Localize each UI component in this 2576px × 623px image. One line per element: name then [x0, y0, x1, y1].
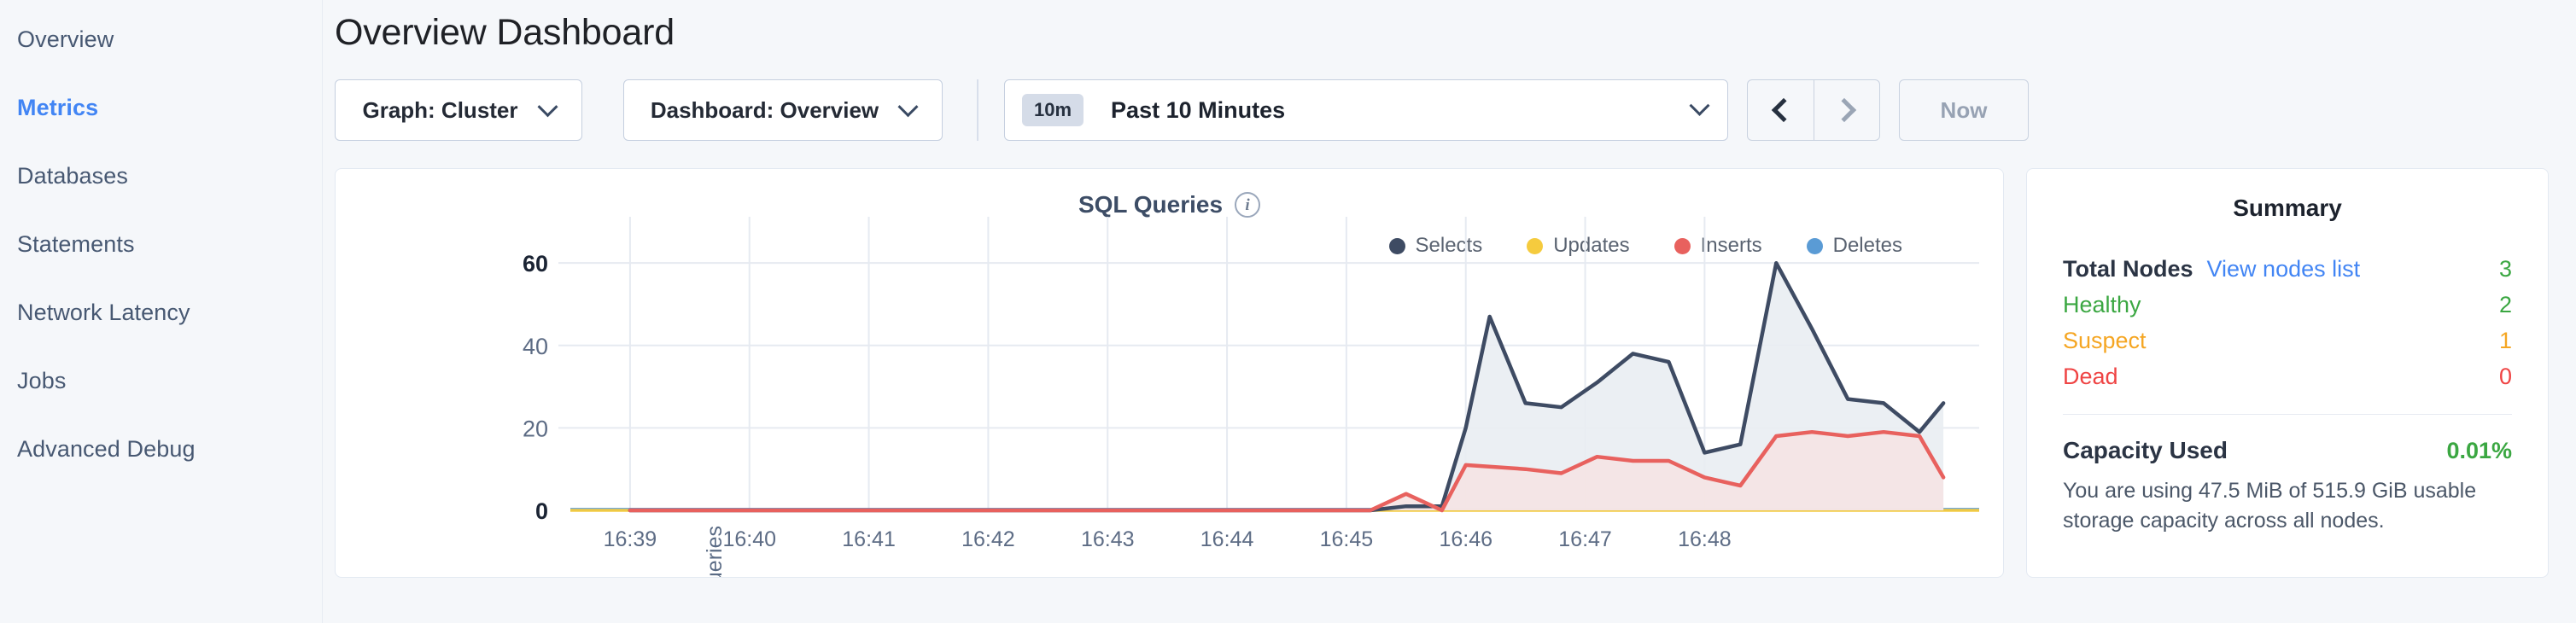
svg-text:0: 0 — [535, 498, 548, 524]
legend-color-swatch — [1388, 237, 1405, 254]
legend-item-selects[interactable]: Selects — [1388, 234, 1483, 258]
legend-color-swatch — [1674, 237, 1691, 254]
chart-title-row: SQL Queries i — [336, 191, 2003, 218]
chart-y-axis-label: queries — [703, 526, 727, 578]
time-next-button[interactable] — [1814, 79, 1880, 141]
legend-color-swatch — [1527, 237, 1544, 254]
dead-label: Dead — [2063, 364, 2118, 389]
suspect-value: 1 — [2498, 328, 2512, 353]
summary-row-total-nodes: Total Nodes View nodes list 3 — [2063, 256, 2512, 282]
now-button[interactable]: Now — [1899, 79, 2029, 141]
summary-row-healthy: Healthy 2 — [2063, 292, 2512, 318]
legend-label: Deletes — [1832, 234, 1902, 257]
sidebar-item-advanced-debug[interactable]: Advanced Debug — [0, 415, 323, 483]
svg-text:40: 40 — [523, 334, 548, 359]
legend-item-inserts[interactable]: Inserts — [1674, 234, 1762, 258]
legend-item-updates[interactable]: Updates — [1527, 234, 1630, 258]
summary-row-dead: Dead 0 — [2063, 364, 2512, 390]
legend-item-deletes[interactable]: Deletes — [1806, 234, 1902, 258]
svg-text:16:44: 16:44 — [1200, 527, 1254, 551]
sidebar-item-statements[interactable]: Statements — [0, 210, 323, 278]
svg-text:16:45: 16:45 — [1320, 527, 1374, 551]
svg-text:16:40: 16:40 — [722, 527, 776, 551]
chevron-left-icon — [1771, 97, 1796, 123]
svg-text:16:47: 16:47 — [1558, 527, 1612, 551]
dead-value: 0 — [2498, 364, 2512, 389]
summary-divider — [2063, 414, 2512, 415]
time-nav-group — [1747, 79, 1880, 141]
dashboard-select-label: Dashboard: Overview — [650, 96, 879, 123]
time-range-badge: 10m — [1022, 94, 1084, 126]
capacity-used-label: Capacity Used — [2063, 437, 2228, 463]
sidebar: Overview Metrics Databases Statements Ne… — [0, 0, 323, 623]
time-prev-button[interactable] — [1747, 79, 1814, 141]
svg-text:16:42: 16:42 — [961, 527, 1015, 551]
dashboard-select[interactable]: Dashboard: Overview — [623, 79, 943, 141]
time-range-label: Past 10 Minutes — [1111, 96, 1286, 123]
healthy-label: Healthy — [2063, 292, 2141, 317]
dashboard-content: SQL Queries i Selects Updates Inserts — [335, 168, 2549, 578]
svg-text:20: 20 — [523, 416, 548, 441]
main-content: Overview Dashboard Graph: Cluster Dashbo… — [323, 0, 2576, 623]
summary-title: Summary — [2233, 195, 2342, 221]
legend-label: Selects — [1415, 234, 1483, 257]
summary-card: Summary Total Nodes View nodes list 3 He… — [2026, 168, 2549, 578]
svg-text:16:48: 16:48 — [1678, 527, 1732, 551]
chevron-right-icon — [1831, 97, 1857, 123]
legend-color-swatch — [1806, 237, 1823, 254]
suspect-label: Suspect — [2063, 328, 2147, 353]
sql-queries-chart-card: SQL Queries i Selects Updates Inserts — [335, 168, 2004, 578]
now-button-label: Now — [1940, 96, 1988, 123]
svg-text:16:43: 16:43 — [1081, 527, 1135, 551]
svg-text:16:41: 16:41 — [842, 527, 896, 551]
page-title: Overview Dashboard — [335, 12, 675, 53]
summary-row-suspect: Suspect 1 — [2063, 328, 2512, 354]
toolbar-divider — [977, 79, 978, 141]
sidebar-item-label: Metrics — [17, 94, 99, 120]
sidebar-item-databases[interactable]: Databases — [0, 142, 323, 210]
graph-select-label: Graph: Cluster — [362, 96, 518, 123]
capacity-description: You are using 47.5 MiB of 515.9 GiB usab… — [2063, 479, 2477, 533]
info-icon[interactable]: i — [1235, 192, 1261, 218]
sidebar-item-jobs[interactable]: Jobs — [0, 346, 323, 415]
legend-label: Inserts — [1700, 234, 1762, 257]
chevron-down-icon — [897, 96, 919, 117]
sidebar-item-overview[interactable]: Overview — [0, 5, 323, 73]
healthy-value: 2 — [2498, 292, 2512, 317]
chevron-down-icon — [536, 96, 558, 117]
time-range-select[interactable]: 10m Past 10 Minutes — [1004, 79, 1728, 141]
total-nodes-label: Total Nodes — [2063, 256, 2193, 282]
sidebar-item-metrics[interactable]: Metrics — [0, 73, 323, 142]
capacity-used-value: 0.01% — [2446, 438, 2512, 463]
sidebar-item-label: Jobs — [17, 367, 67, 393]
graph-select[interactable]: Graph: Cluster — [335, 79, 582, 141]
view-nodes-list-link[interactable]: View nodes list — [2206, 256, 2361, 282]
legend-label: Updates — [1553, 234, 1630, 257]
svg-text:16:46: 16:46 — [1439, 527, 1492, 551]
summary-row-capacity: Capacity Used 0.01% — [2063, 437, 2512, 464]
sidebar-item-network-latency[interactable]: Network Latency — [0, 278, 323, 346]
svg-text:16:39: 16:39 — [604, 527, 657, 551]
sidebar-item-label: Network Latency — [17, 299, 190, 325]
sidebar-item-label: Statements — [17, 230, 135, 257]
sidebar-item-label: Advanced Debug — [17, 435, 196, 462]
total-nodes-value: 3 — [2498, 256, 2512, 282]
chart-legend: Selects Updates Inserts Deletes — [336, 234, 2003, 258]
dashboard-toolbar: Graph: Cluster Dashboard: Overview 10m P… — [335, 79, 2547, 141]
chart-title: SQL Queries — [1078, 191, 1224, 218]
sidebar-item-label: Overview — [17, 26, 114, 52]
chevron-down-icon — [1689, 95, 1710, 116]
sidebar-item-label: Databases — [17, 162, 128, 189]
